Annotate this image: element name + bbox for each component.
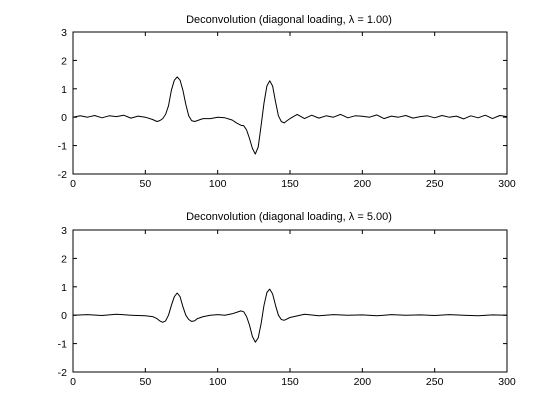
y-tick-label: 3 bbox=[61, 27, 67, 39]
subplot-2-ticks: 0 50 100 150 200 250 300 -2 -1 0 1 2 3 bbox=[58, 225, 516, 388]
x-tick-label: 100 bbox=[209, 376, 227, 388]
subplot-2-series-line bbox=[72, 288, 508, 343]
x-tick-label: 0 bbox=[70, 178, 76, 190]
x-tick-label: 150 bbox=[281, 178, 299, 190]
y-tick-label: -1 bbox=[58, 339, 67, 351]
x-tick-label: 100 bbox=[209, 178, 227, 190]
y-tick-label: 3 bbox=[61, 225, 67, 237]
y-tick-label: 2 bbox=[61, 253, 67, 265]
x-tick-label: 200 bbox=[354, 178, 372, 190]
subplot-1-title: Deconvolution (diagonal loading, λ = 1.0… bbox=[186, 14, 392, 26]
subplot-2-title: Deconvolution (diagonal loading, λ = 5.0… bbox=[186, 211, 392, 223]
subplot-2-axes-frame bbox=[72, 229, 508, 373]
subplot-1-ticks: 0 50 100 150 200 250 300 -2 -1 0 1 2 3 bbox=[58, 27, 516, 190]
subplot-2: Deconvolution (diagonal loading, λ = 5.0… bbox=[58, 211, 516, 388]
x-tick-label: 0 bbox=[70, 376, 76, 388]
y-tick-label: -2 bbox=[58, 367, 67, 379]
y-tick-label: -1 bbox=[58, 141, 67, 153]
subplot-1: Deconvolution (diagonal loading, λ = 1.0… bbox=[58, 14, 516, 190]
x-tick-label: 250 bbox=[426, 178, 444, 190]
subplot-1-series-line bbox=[72, 76, 508, 155]
y-tick-label: 0 bbox=[61, 112, 67, 124]
y-tick-label: 1 bbox=[61, 282, 67, 294]
x-tick-label: 300 bbox=[498, 178, 516, 190]
x-tick-label: 200 bbox=[354, 376, 372, 388]
y-tick-label: -2 bbox=[58, 169, 67, 181]
x-tick-label: 50 bbox=[139, 178, 151, 190]
x-tick-label: 50 bbox=[139, 376, 151, 388]
y-tick-label: 1 bbox=[61, 84, 67, 96]
x-tick-label: 250 bbox=[426, 376, 444, 388]
y-tick-label: 0 bbox=[61, 310, 67, 322]
subplot-1-axes-frame bbox=[72, 31, 508, 175]
x-tick-label: 300 bbox=[498, 376, 516, 388]
x-tick-label: 150 bbox=[281, 376, 299, 388]
y-tick-label: 2 bbox=[61, 55, 67, 67]
